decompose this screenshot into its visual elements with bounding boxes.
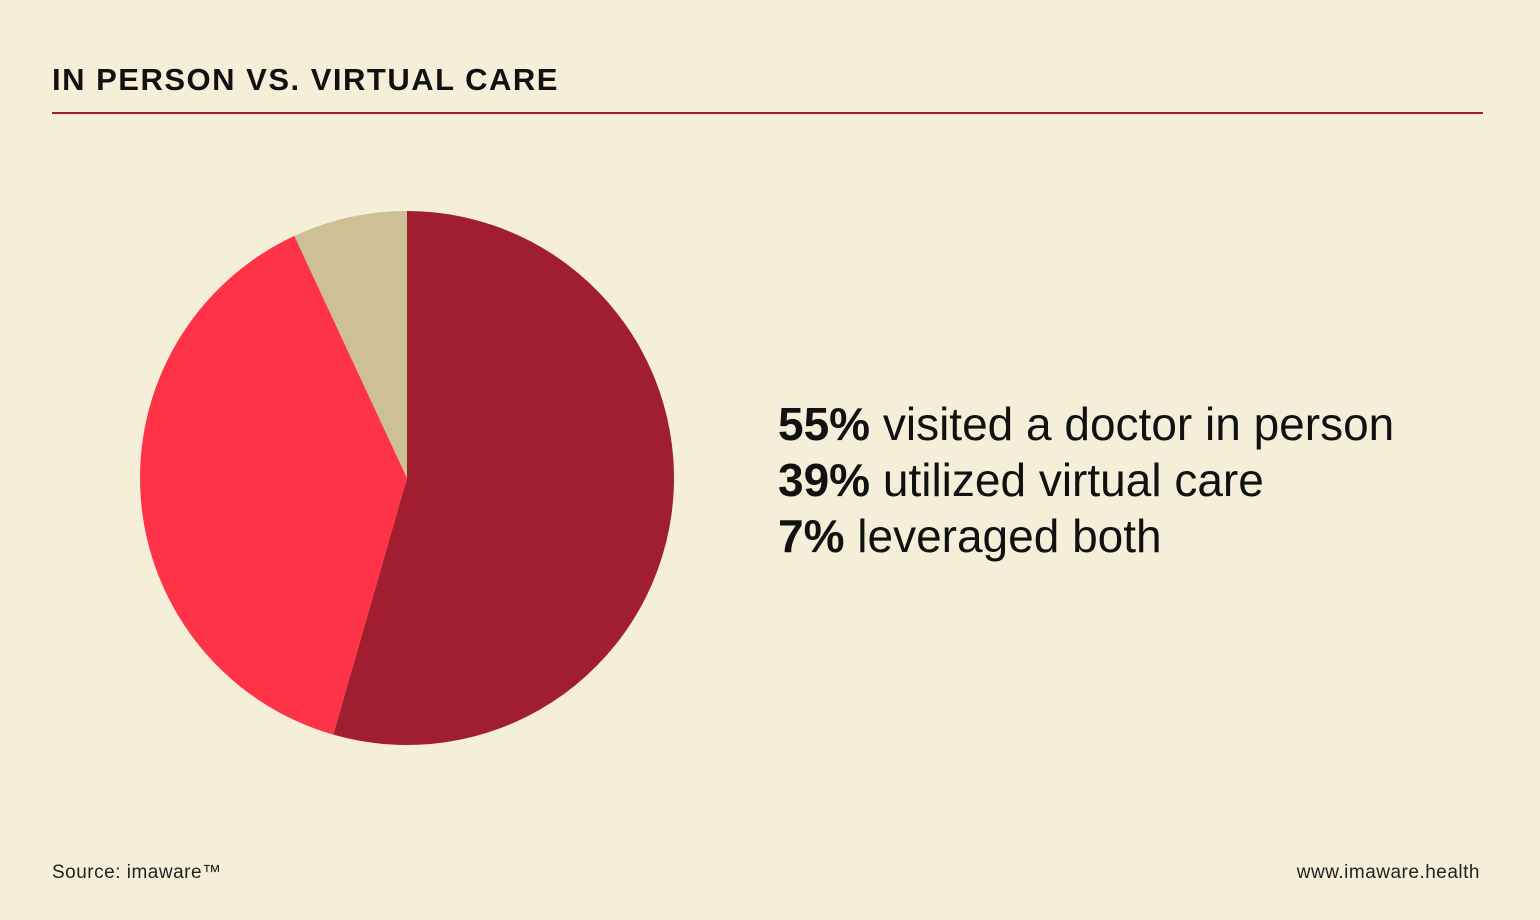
title-divider (52, 112, 1483, 114)
legend-item-virtual: 39% utilized virtual care (778, 452, 1394, 508)
legend-pct: 7% (778, 510, 845, 562)
pie-slice-visited-a-doctor-in-person (333, 211, 674, 745)
legend-item-in-person: 55% visited a doctor in person (778, 396, 1394, 452)
pie-chart (139, 211, 674, 745)
pie-slice-utilized-virtual-care (139, 235, 407, 735)
website-link[interactable]: www.imaware.health (1296, 862, 1480, 883)
legend-pct: 39% (778, 454, 871, 506)
pie-slice-leveraged-both (294, 211, 407, 478)
legend: 55% visited a doctor in person 39% utili… (778, 396, 1394, 564)
source-credit: Source: imaware™ (52, 862, 222, 883)
legend-label: utilized virtual care (882, 454, 1264, 506)
legend-item-both: 7% leveraged both (778, 508, 1394, 564)
pie-chart-container (0, 0, 820, 825)
legend-pct: 55% (778, 398, 871, 450)
legend-label: visited a doctor in person (882, 398, 1395, 450)
legend-label: leveraged both (857, 510, 1162, 562)
chart-title: IN PERSON VS. VIRTUAL CARE (52, 62, 559, 97)
